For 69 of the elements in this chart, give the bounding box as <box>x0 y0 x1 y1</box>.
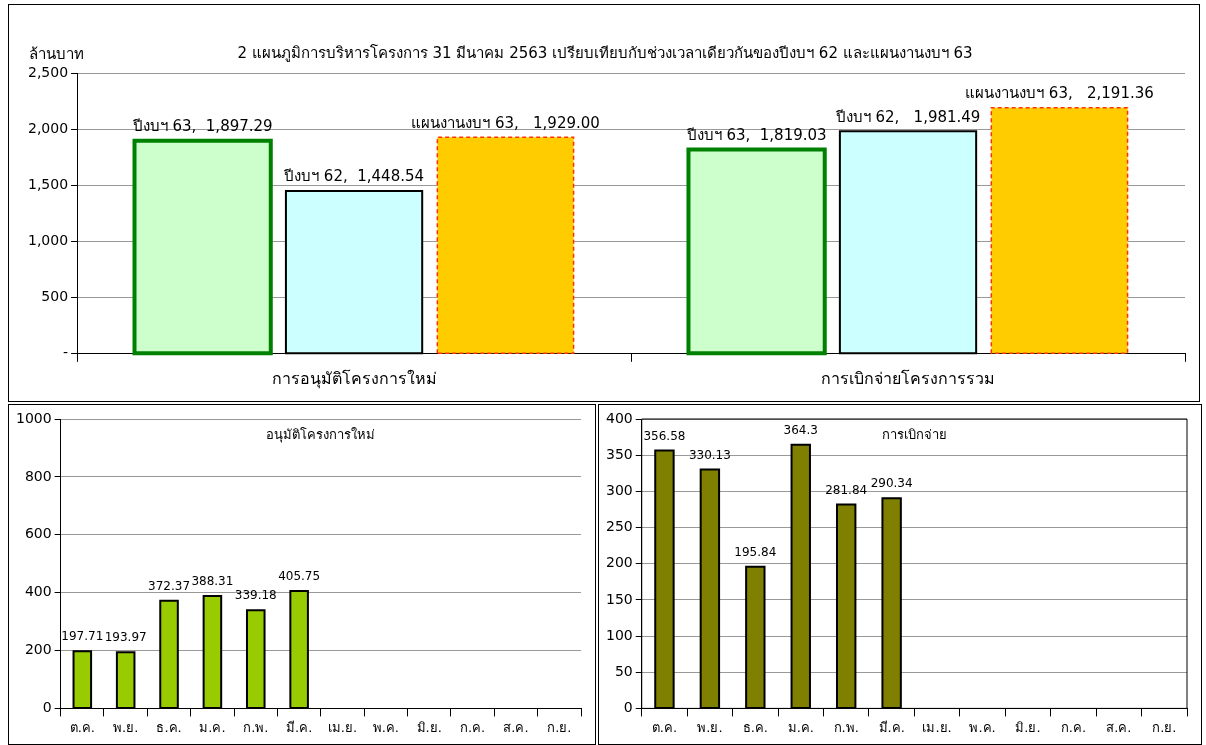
x-tick-label: มิ.ย. <box>416 719 442 735</box>
y-tick-label: 250 <box>605 518 633 535</box>
text: การเบิกจ่าย <box>881 426 947 442</box>
data-label: 364.3 <box>783 422 818 437</box>
x-tick-label: พ.ค. <box>969 719 996 735</box>
x-tick-label: พ.ย. <box>113 719 139 735</box>
data-label: 281.84 <box>825 482 868 497</box>
data-label: ปีงบฯ 63, 1,819.03 <box>685 125 827 144</box>
y-tick-label: - <box>63 344 69 361</box>
y-tick-label: 1000 <box>15 409 52 426</box>
data-label: แผนงานงบฯ 63, 2,191.36 <box>965 84 1154 103</box>
x-tick-label: ส.ค. <box>1106 719 1132 735</box>
y-tick-label: 200 <box>24 641 52 658</box>
x-tick-label: ก.พ. <box>243 719 269 735</box>
data-label: 195.84 <box>734 544 777 559</box>
x-tick-label: พ.ค. <box>372 719 399 735</box>
x-tick-label: การอนุมัติโครงการใหม่ <box>271 368 437 389</box>
y-tick-label: 2,500 <box>27 63 69 80</box>
x-tick-label: พ.ย. <box>697 719 723 735</box>
x-tick-label: ม.ค. <box>787 719 814 735</box>
data-label: 405.75 <box>278 569 321 584</box>
x-tick-label: ส.ค. <box>503 719 529 735</box>
y-tick-label: 200 <box>605 554 633 571</box>
data-label: ปีงบฯ 62, 1,448.54 <box>283 167 425 186</box>
x-tick-label: เม.ย. <box>922 719 952 735</box>
y-tick-label: 800 <box>24 467 52 484</box>
data-label: 197.71 <box>61 629 104 644</box>
y-tick-label: 350 <box>605 445 633 462</box>
y-tick-label: 600 <box>24 525 52 542</box>
y-tick-label: 50 <box>614 662 633 679</box>
chart-title: 2 แผนภูมิการบริหารโครงการ 31 มีนาคม 2563 เปรียบเทียบกับช่วงเวลาเดียวกันของปีงบฯ 62 และแผนงานงบฯ 63 <box>237 43 973 62</box>
x-tick-label: ธ.ค. <box>742 719 768 735</box>
text: อนุมัติโครงการใหม่ <box>266 426 376 443</box>
x-tick-label: ก.ย. <box>547 719 572 735</box>
y-tick-label: 0 <box>623 699 633 716</box>
x-tick-label: ธ.ค. <box>156 719 182 735</box>
y-tick-label: 400 <box>24 583 52 600</box>
y-tick-label: 300 <box>605 481 633 498</box>
y-tick-label: 1,500 <box>27 175 69 192</box>
y-tick-label: 400 <box>605 409 633 426</box>
y-tick-label: 500 <box>41 288 69 305</box>
data-label: 388.31 <box>191 574 234 589</box>
data-label: ปีงบฯ 63, 1,897.29 <box>131 117 273 136</box>
data-label: 356.58 <box>643 428 686 443</box>
data-label: 290.34 <box>870 476 913 491</box>
x-tick-label: ต.ค. <box>651 719 678 735</box>
data-label: 339.18 <box>234 588 277 603</box>
y-tick-label: 100 <box>605 626 633 643</box>
x-tick-label: ม.ค. <box>199 719 226 735</box>
y-tick-label: 2,000 <box>27 119 69 136</box>
y-tick-label: 1,000 <box>27 232 69 249</box>
x-tick-label: มี.ค. <box>878 719 905 735</box>
x-tick-label: เม.ย. <box>327 719 358 735</box>
x-tick-label: ก.ย. <box>1152 719 1177 735</box>
y-tick-label: 0 <box>42 699 52 716</box>
x-tick-label: ก.ค. <box>1060 719 1087 735</box>
x-tick-label: มี.ค. <box>286 719 313 735</box>
data-label: 372.37 <box>148 578 191 593</box>
data-label: 330.13 <box>688 447 731 462</box>
y-axis-title: ล้านบาท <box>29 45 84 64</box>
data-label: แผนงานงบฯ 63, 1,929.00 <box>411 113 600 132</box>
x-tick-label: มิ.ย. <box>1015 719 1041 735</box>
y-tick-label: 150 <box>605 590 633 607</box>
x-tick-label: ต.ค. <box>69 719 95 735</box>
data-label: ปีงบฯ 62, 1,981.49 <box>834 107 981 126</box>
x-tick-label: ก.ค. <box>459 719 486 735</box>
data-label: 193.97 <box>104 630 147 645</box>
x-tick-label: การเบิกจ่ายโครงการรวม <box>821 368 996 388</box>
x-tick-label: ก.พ. <box>833 719 859 735</box>
